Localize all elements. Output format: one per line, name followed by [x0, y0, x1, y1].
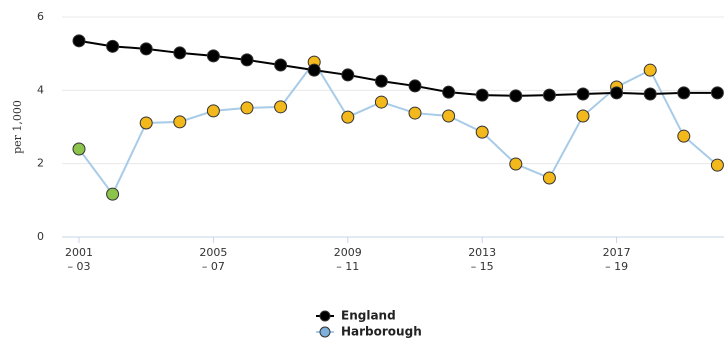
marker	[710, 158, 724, 172]
marker	[677, 129, 691, 143]
marker	[341, 110, 355, 124]
legend-marker	[319, 326, 331, 338]
marker	[475, 88, 489, 102]
marker	[206, 104, 220, 118]
marker	[307, 63, 321, 77]
marker	[173, 115, 187, 129]
marker	[475, 125, 489, 139]
marker	[542, 171, 556, 185]
x-tick-label: – 15	[471, 260, 494, 273]
x-tick-label: 2009	[334, 246, 362, 259]
y-tick-label: 0	[37, 230, 44, 243]
marker	[509, 89, 523, 103]
marker	[72, 34, 86, 48]
marker	[139, 42, 153, 56]
marker	[240, 101, 254, 115]
legend-marker	[319, 310, 331, 322]
legend-label: Harborough	[341, 325, 422, 339]
x-tick-label: – 03	[68, 260, 91, 273]
x-tick-label: 2001	[65, 246, 93, 259]
legend-label: England	[341, 309, 396, 323]
x-tick-label: 2013	[468, 246, 496, 259]
marker	[677, 86, 691, 100]
marker	[442, 109, 456, 123]
x-tick-label: – 19	[605, 260, 628, 273]
marker	[374, 74, 388, 88]
marker	[106, 187, 120, 201]
marker	[240, 53, 254, 67]
y-axis-label: per 1,000	[11, 100, 24, 154]
marker	[408, 79, 422, 93]
y-tick-label: 4	[37, 83, 44, 96]
marker	[576, 109, 590, 123]
marker	[106, 39, 120, 53]
marker	[509, 157, 523, 171]
marker	[542, 88, 556, 102]
y-tick-label: 6	[37, 10, 44, 23]
marker	[610, 86, 624, 100]
marker	[206, 49, 220, 63]
marker	[341, 68, 355, 82]
x-tick-label: – 07	[202, 260, 225, 273]
marker	[72, 142, 86, 156]
marker	[374, 95, 388, 109]
y-tick-label: 2	[37, 157, 44, 170]
marker	[442, 85, 456, 99]
marker	[576, 87, 590, 101]
series-line	[78, 60, 719, 197]
marker	[408, 106, 422, 120]
x-tick-label: 2005	[199, 246, 227, 259]
x-tick-label: – 11	[336, 260, 359, 273]
marker	[274, 100, 288, 114]
marker	[274, 58, 288, 72]
marker	[643, 87, 657, 101]
marker	[710, 86, 724, 100]
marker	[139, 116, 153, 130]
x-tick-label: 2017	[603, 246, 631, 259]
marker	[643, 63, 657, 77]
marker	[173, 46, 187, 60]
